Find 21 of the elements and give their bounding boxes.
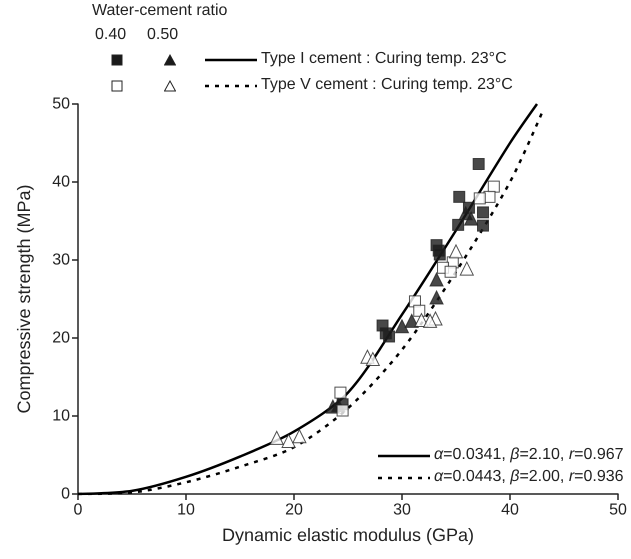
legend-label: Type V cement : Curing temp. 23°C (261, 76, 513, 94)
y-tick-label: 40 (52, 174, 70, 190)
y-tick-label: 30 (52, 252, 70, 268)
x-tick-label: 0 (74, 502, 83, 518)
y-tick-label: 0 (61, 486, 70, 502)
legend-title: Water-cement ratio (92, 2, 228, 20)
x-tick-label: 40 (501, 502, 519, 518)
text: 0.40 (95, 26, 126, 44)
x-tick-label: 20 (285, 502, 303, 518)
annotation: α=0.0341, β=2.10, r=0.967 (434, 446, 624, 464)
x-tick-label: 30 (393, 502, 411, 518)
annotation: α=0.0443, β=2.00, r=0.936 (434, 468, 624, 486)
y-tick-label: 10 (52, 408, 70, 424)
legend-label: Type I cement : Curing temp. 23°C (261, 50, 507, 68)
y-tick-label: 50 (52, 96, 70, 112)
x-tick-label: 10 (177, 502, 195, 518)
x-axis-title: Dynamic elastic modulus (GPa) (222, 525, 474, 545)
y-axis-title: Compressive strength (MPa) (14, 184, 34, 414)
x-tick-label: 50 (609, 502, 627, 518)
text: 0.50 (147, 26, 178, 44)
y-tick-label: 20 (52, 330, 70, 346)
